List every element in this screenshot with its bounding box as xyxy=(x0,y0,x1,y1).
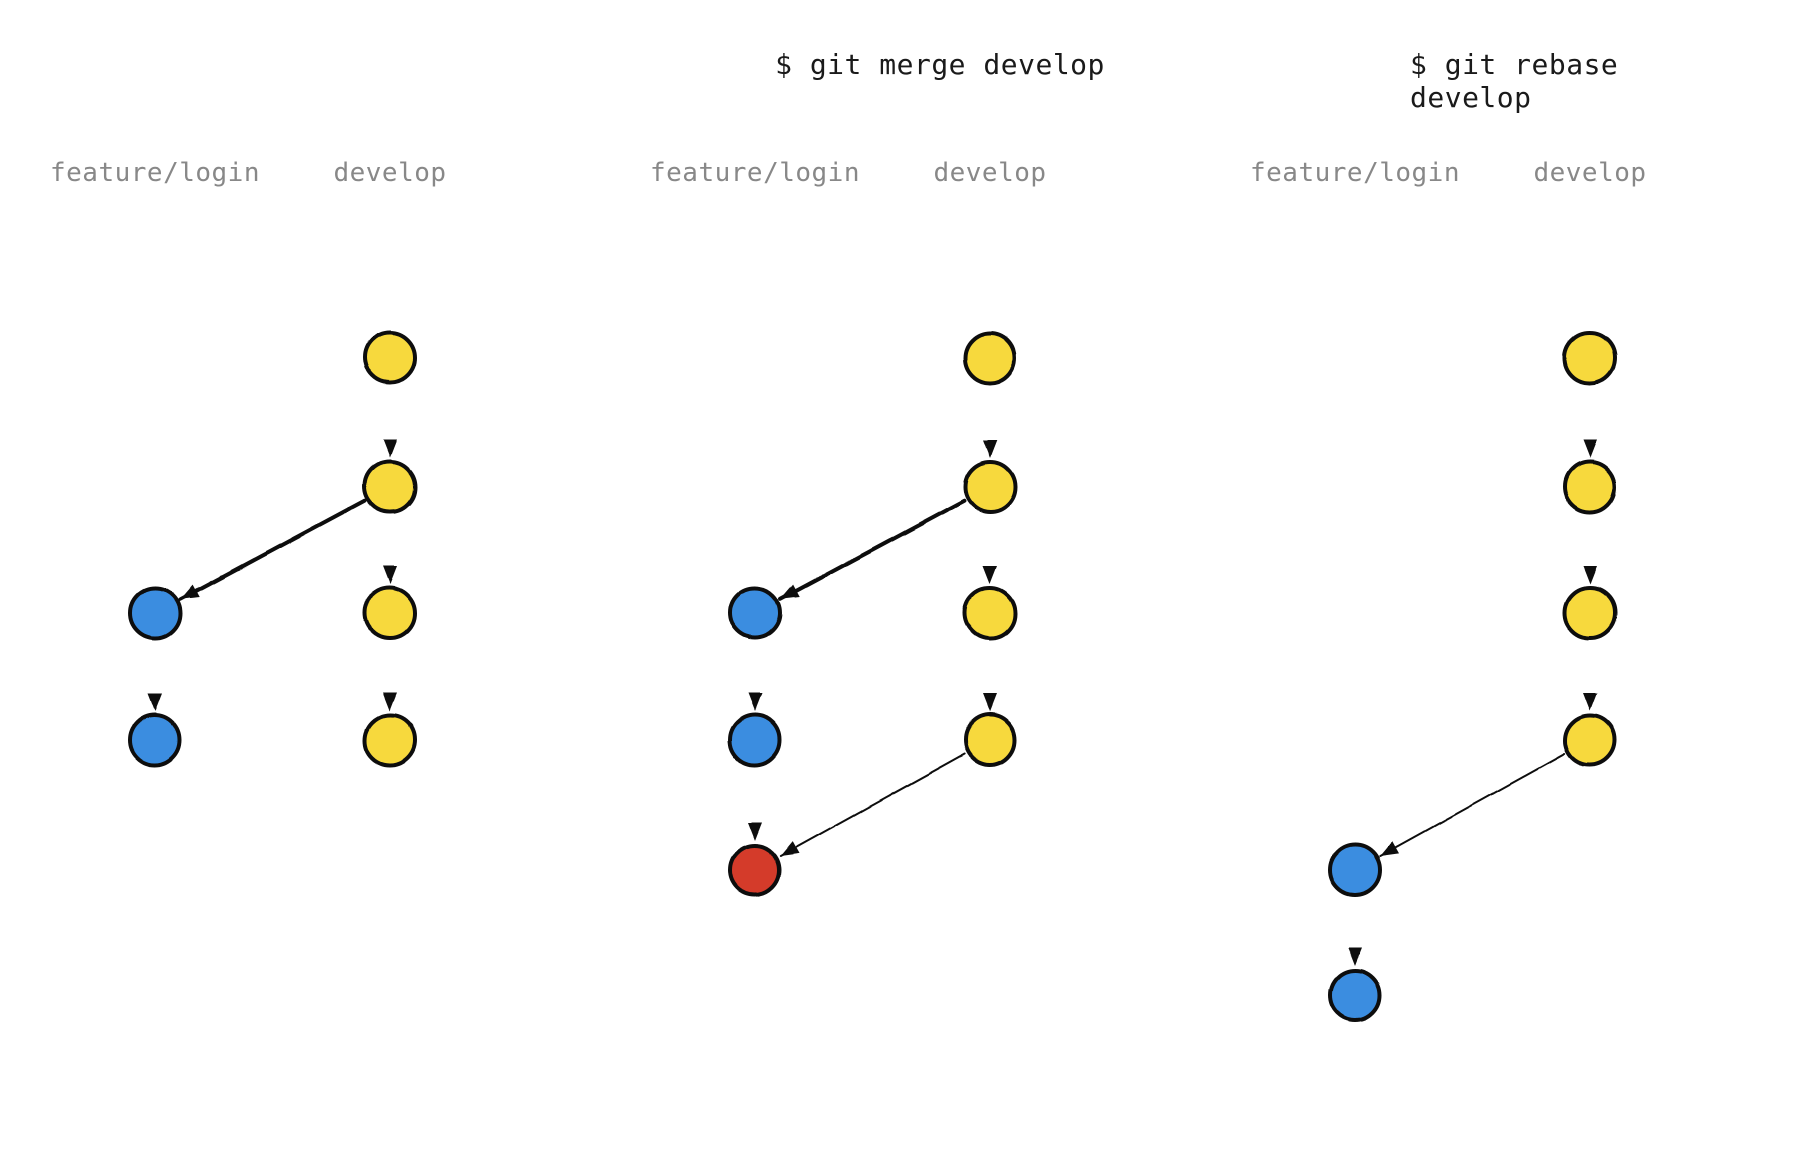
arrowhead-icon xyxy=(1583,693,1597,711)
commit-node xyxy=(1565,462,1615,512)
commit-node xyxy=(1330,970,1380,1020)
git-merge-vs-rebase-diagram: feature/login develop $ git merge develop f… xyxy=(0,0,1800,1167)
commit-node xyxy=(965,333,1015,383)
commit-edge xyxy=(1380,754,1564,856)
commit-node xyxy=(965,715,1015,765)
arrowhead-icon xyxy=(383,566,397,584)
arrowhead-icon xyxy=(148,693,162,711)
commit-node xyxy=(1565,333,1615,383)
commit-node xyxy=(365,462,415,512)
arrowhead-icon xyxy=(1583,440,1597,458)
commit-node xyxy=(730,588,780,638)
commit-node xyxy=(1565,588,1615,638)
branch-label-develop: develop xyxy=(333,158,446,188)
commit-node xyxy=(965,462,1015,512)
arrowhead-icon xyxy=(1348,948,1362,966)
arrowhead-icon xyxy=(1380,841,1399,856)
arrowhead-icon xyxy=(1583,566,1597,584)
commit-edge xyxy=(780,754,964,856)
arrowhead-icon xyxy=(383,693,397,711)
commit-edge xyxy=(181,501,365,600)
commit-node xyxy=(1330,845,1380,895)
arrowhead-icon xyxy=(780,841,799,856)
arrowhead-icon xyxy=(983,566,997,584)
arrowhead-icon xyxy=(748,693,762,711)
commit-node xyxy=(730,715,780,765)
commit-node xyxy=(965,588,1015,638)
commit-node xyxy=(365,333,415,383)
arrowhead-icon xyxy=(748,823,762,841)
branch-label-feature: feature/login xyxy=(1250,158,1460,188)
branch-label-feature: feature/login xyxy=(50,158,260,188)
branch-label-develop: develop xyxy=(1533,158,1646,188)
commit-node xyxy=(130,588,180,638)
commit-node xyxy=(130,715,180,765)
panel-title: $ git merge develop xyxy=(775,48,1105,81)
commit-node xyxy=(365,715,415,765)
arrowhead-icon xyxy=(983,440,997,458)
commit-node xyxy=(730,845,780,895)
branch-label-develop: develop xyxy=(933,158,1046,188)
arrowhead-icon xyxy=(181,585,200,600)
commit-node xyxy=(365,588,415,638)
panel-title: $ git rebase develop xyxy=(1410,48,1670,114)
commit-node xyxy=(1565,715,1615,765)
arrowhead-icon xyxy=(983,693,997,711)
arrowhead-icon xyxy=(383,440,397,458)
commit-edge xyxy=(781,501,965,600)
diagram-svg xyxy=(0,0,1800,1167)
arrowhead-icon xyxy=(781,585,800,600)
branch-label-feature: feature/login xyxy=(650,158,860,188)
